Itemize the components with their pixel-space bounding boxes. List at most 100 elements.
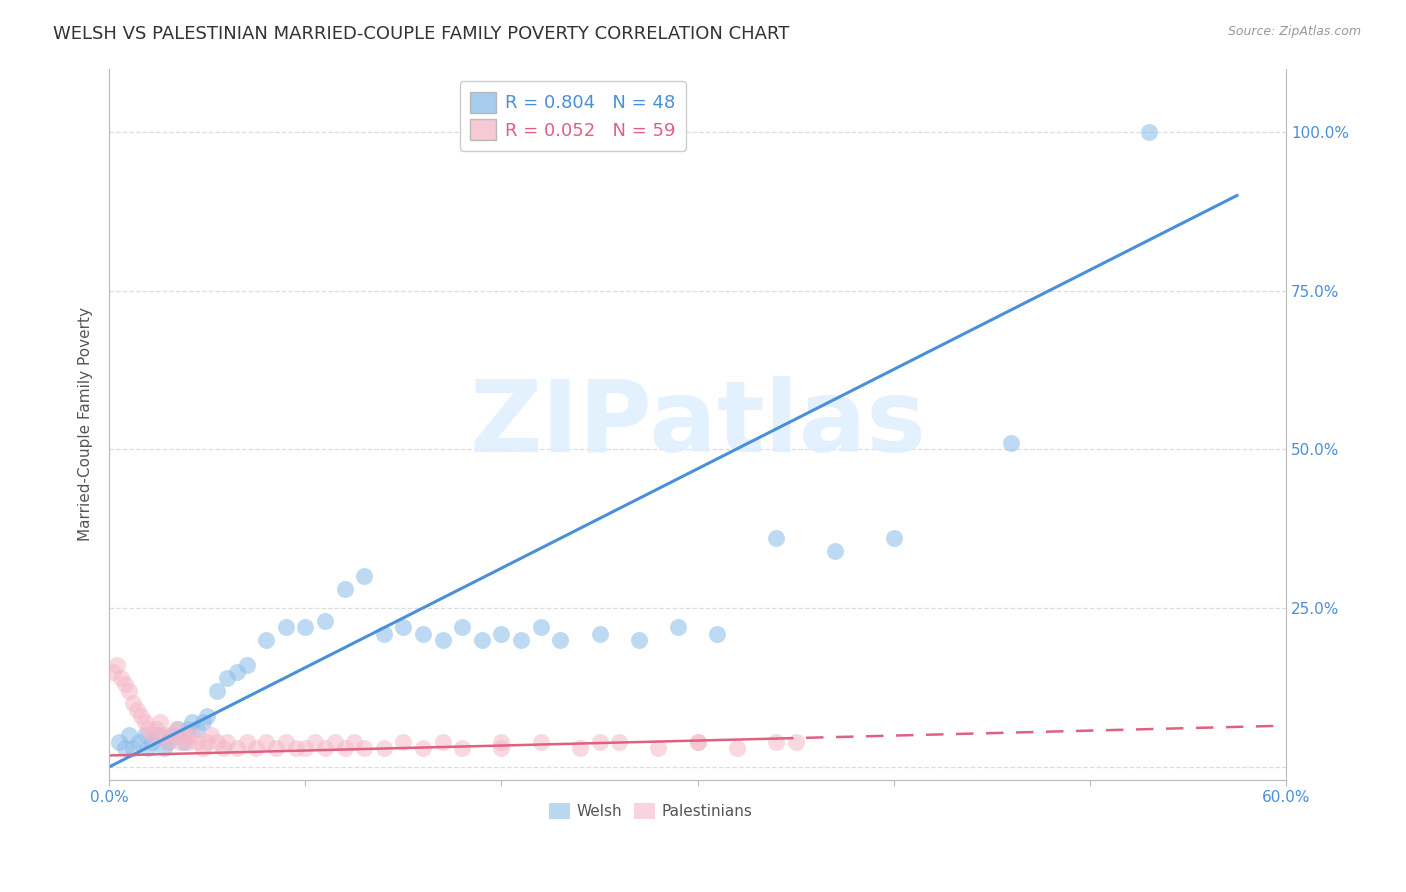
Point <box>627 632 650 647</box>
Point <box>153 740 176 755</box>
Point <box>392 734 415 748</box>
Point <box>235 734 257 748</box>
Point <box>412 740 434 755</box>
Point <box>157 734 180 748</box>
Point <box>173 734 195 748</box>
Point <box>121 697 143 711</box>
Point <box>141 734 163 748</box>
Point <box>471 632 494 647</box>
Y-axis label: Married-Couple Family Poverty: Married-Couple Family Poverty <box>79 307 93 541</box>
Point <box>205 734 228 748</box>
Point <box>101 665 124 679</box>
Point <box>333 740 356 755</box>
Point <box>343 734 366 748</box>
Point <box>129 709 152 723</box>
Point <box>1137 125 1160 139</box>
Point <box>114 677 136 691</box>
Point <box>284 740 307 755</box>
Point <box>1000 436 1022 450</box>
Point <box>333 582 356 596</box>
Point <box>138 722 160 736</box>
Point <box>491 626 513 640</box>
Point <box>323 734 346 748</box>
Point <box>165 722 187 736</box>
Point <box>153 728 176 742</box>
Point <box>118 683 141 698</box>
Point <box>205 683 228 698</box>
Point <box>550 632 572 647</box>
Point <box>451 620 474 634</box>
Point <box>353 740 375 755</box>
Point <box>264 740 287 755</box>
Point <box>530 734 553 748</box>
Point <box>607 734 630 748</box>
Point <box>373 626 395 640</box>
Point <box>125 703 148 717</box>
Point <box>121 740 143 755</box>
Point <box>225 665 247 679</box>
Point <box>491 734 513 748</box>
Point <box>765 532 787 546</box>
Point <box>108 734 131 748</box>
Point <box>294 740 316 755</box>
Point <box>588 626 610 640</box>
Point <box>157 734 180 748</box>
Point <box>134 728 156 742</box>
Point <box>160 728 183 742</box>
Point <box>141 728 163 742</box>
Point <box>353 569 375 583</box>
Point <box>686 734 709 748</box>
Point <box>392 620 415 634</box>
Point <box>254 632 277 647</box>
Point <box>686 734 709 748</box>
Point <box>160 728 183 742</box>
Point <box>200 728 222 742</box>
Point <box>110 671 132 685</box>
Point <box>225 740 247 755</box>
Point <box>173 728 195 742</box>
Point <box>412 626 434 640</box>
Legend: Welsh, Palestinians: Welsh, Palestinians <box>543 797 758 825</box>
Point <box>145 722 167 736</box>
Point <box>215 671 238 685</box>
Point <box>215 734 238 748</box>
Point <box>706 626 728 640</box>
Point <box>588 734 610 748</box>
Point <box>212 740 235 755</box>
Point <box>128 734 150 748</box>
Text: WELSH VS PALESTINIAN MARRIED-COUPLE FAMILY POVERTY CORRELATION CHART: WELSH VS PALESTINIAN MARRIED-COUPLE FAMI… <box>53 25 790 43</box>
Point <box>451 740 474 755</box>
Point <box>432 734 454 748</box>
Point <box>883 532 905 546</box>
Point <box>105 658 128 673</box>
Point <box>294 620 316 634</box>
Point <box>254 734 277 748</box>
Point <box>186 734 208 748</box>
Point <box>149 715 172 730</box>
Point <box>176 722 198 736</box>
Point <box>314 614 336 628</box>
Point <box>373 740 395 755</box>
Point <box>785 734 807 748</box>
Text: ZIPatlas: ZIPatlas <box>470 376 927 473</box>
Point <box>180 715 202 730</box>
Point <box>235 658 257 673</box>
Point <box>725 740 748 755</box>
Point <box>114 740 136 755</box>
Point <box>186 722 208 736</box>
Point <box>195 734 218 748</box>
Point <box>432 632 454 647</box>
Point <box>148 728 170 742</box>
Point <box>647 740 669 755</box>
Point <box>765 734 787 748</box>
Point <box>824 544 846 558</box>
Point <box>118 728 141 742</box>
Point <box>245 740 267 755</box>
Point <box>138 740 160 755</box>
Point <box>568 740 591 755</box>
Point <box>193 715 215 730</box>
Point <box>134 715 156 730</box>
Point <box>304 734 326 748</box>
Point <box>530 620 553 634</box>
Point <box>193 740 215 755</box>
